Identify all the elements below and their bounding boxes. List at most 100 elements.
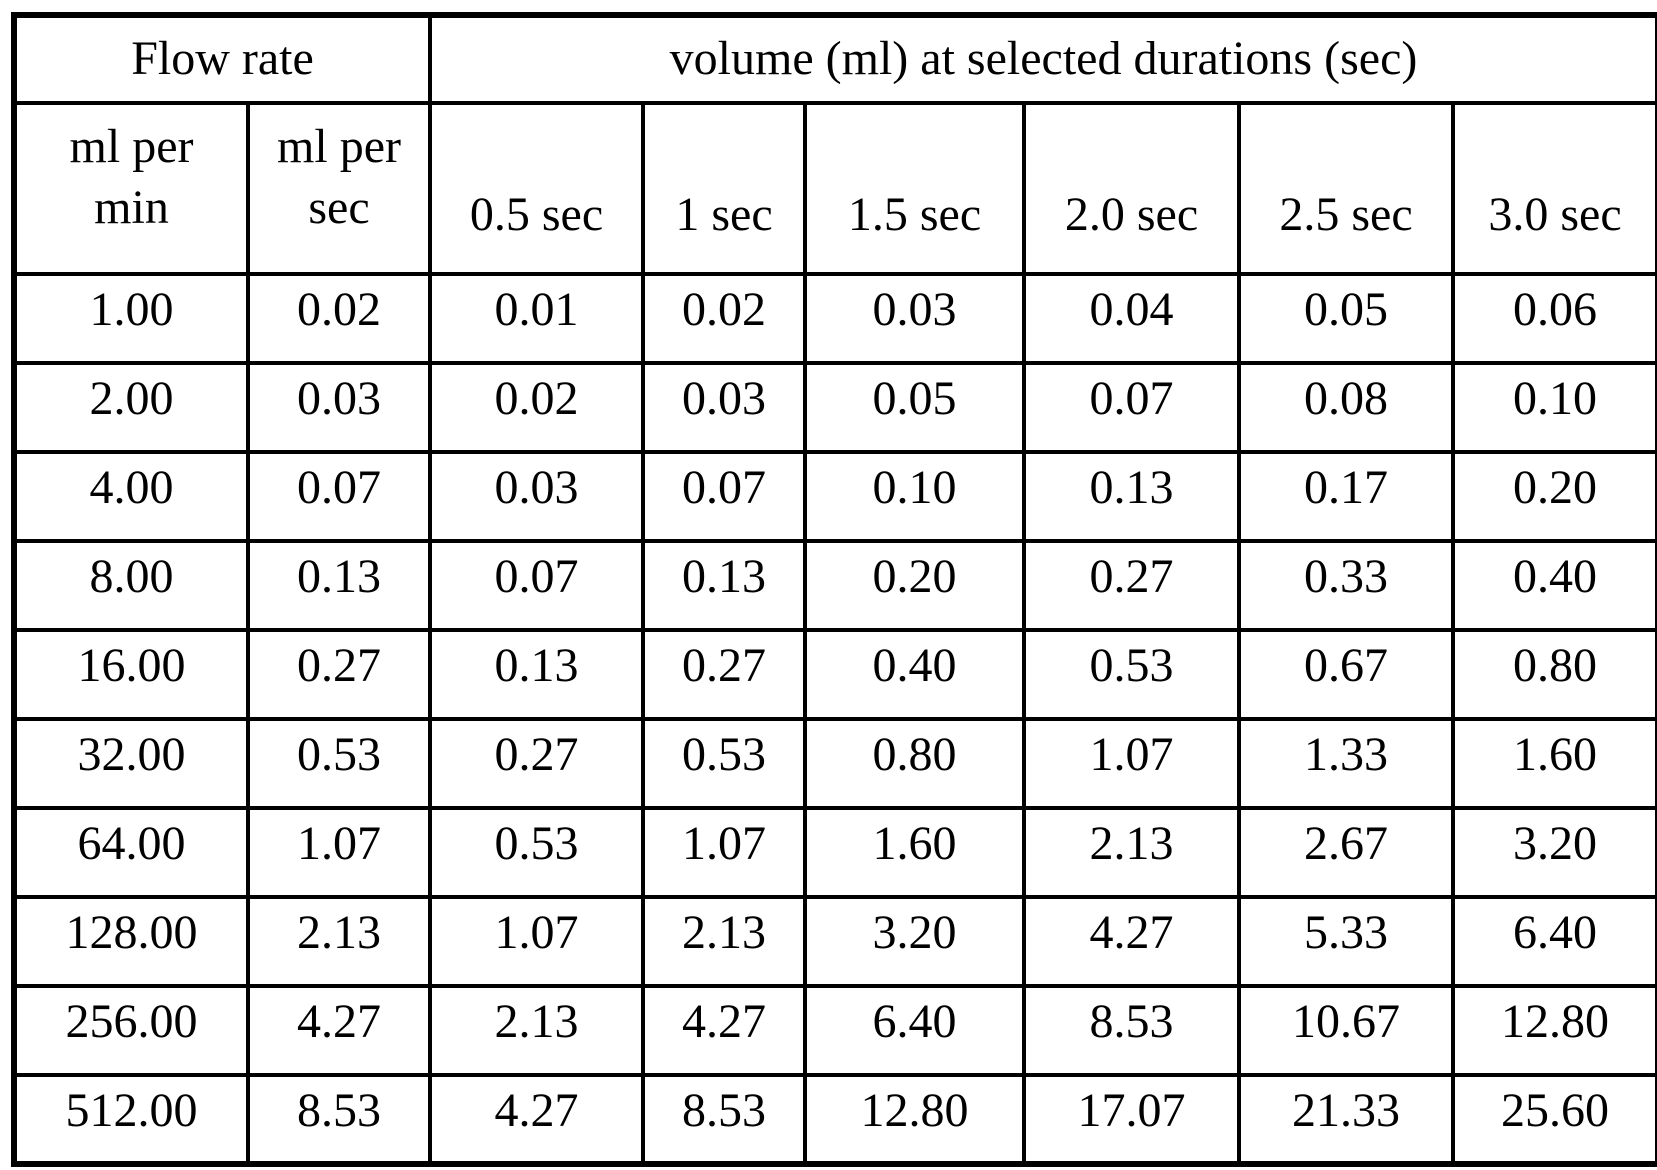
table-row: 256.00 4.27 2.13 4.27 6.40 8.53 10.67 12…: [12, 984, 1657, 1077]
subheader-row: ml per min ml per sec 0.5 sec 1 sec 1.5 …: [12, 101, 1657, 276]
cell-volume: 4.27: [1022, 895, 1241, 988]
cell-volume: 1.07: [641, 806, 807, 899]
cell-volume: 4.27: [428, 1073, 645, 1166]
cell-volume: 0.13: [428, 628, 645, 721]
cell-ml-per-sec: 8.53: [246, 1073, 432, 1166]
cell-ml-per-min: 128.00: [12, 895, 250, 988]
cell-volume: 2.67: [1237, 806, 1455, 899]
cell-volume: 0.03: [803, 272, 1026, 365]
ml-per-min-label: ml per min: [18, 107, 244, 265]
cell-volume: 0.53: [641, 717, 807, 810]
table-row: 16.00 0.27 0.13 0.27 0.40 0.53 0.67 0.80: [12, 628, 1657, 721]
cell-volume: 0.27: [428, 717, 645, 810]
table-row: 2.00 0.03 0.02 0.03 0.05 0.07 0.08 0.10: [12, 361, 1657, 454]
cell-ml-per-min: 256.00: [12, 984, 250, 1077]
table-row: 8.00 0.13 0.07 0.13 0.20 0.27 0.33 0.40: [12, 539, 1657, 632]
cell-volume: 0.05: [1237, 272, 1455, 365]
flow-rate-header: Flow rate: [12, 13, 432, 105]
table-row: 32.00 0.53 0.27 0.53 0.80 1.07 1.33 1.60: [12, 717, 1657, 810]
duration-header-2-5-sec: 2.5 sec: [1237, 101, 1455, 276]
flow-rate-volume-table: Flow rate volume (ml) at selected durati…: [11, 12, 1657, 1167]
cell-volume: 5.33: [1237, 895, 1455, 988]
cell-volume: 0.10: [803, 450, 1026, 543]
cell-volume: 6.40: [803, 984, 1026, 1077]
cell-ml-per-min: 32.00: [12, 717, 250, 810]
table-row: 64.00 1.07 0.53 1.07 1.60 2.13 2.67 3.20: [12, 806, 1657, 899]
cell-volume: 0.27: [1022, 539, 1241, 632]
volume-header: volume (ml) at selected durations (sec): [427, 13, 1657, 105]
cell-volume: 10.67: [1237, 984, 1455, 1077]
cell-ml-per-sec: 0.02: [246, 272, 432, 365]
cell-volume: 0.01: [428, 272, 645, 365]
cell-volume: 0.13: [641, 539, 807, 632]
cell-volume: 0.20: [1450, 450, 1657, 543]
cell-volume: 8.53: [641, 1073, 807, 1166]
cell-volume: 0.05: [803, 361, 1026, 454]
cell-volume: 3.20: [1450, 806, 1657, 899]
cell-volume: 1.07: [428, 895, 645, 988]
header-group-row: Flow rate volume (ml) at selected durati…: [12, 13, 1657, 105]
cell-volume: 0.53: [1022, 628, 1241, 721]
cell-volume: 2.13: [428, 984, 645, 1077]
cell-volume: 25.60: [1450, 1073, 1657, 1166]
cell-volume: 0.13: [1022, 450, 1241, 543]
cell-volume: 0.03: [428, 450, 645, 543]
cell-volume: 8.53: [1022, 984, 1241, 1077]
cell-ml-per-min: 512.00: [12, 1073, 250, 1166]
cell-ml-per-sec: 0.53: [246, 717, 432, 810]
cell-volume: 0.08: [1237, 361, 1455, 454]
subheader-ml-per-min: ml per min: [12, 101, 250, 276]
duration-header-1-5-sec: 1.5 sec: [803, 101, 1026, 276]
table-row: 128.00 2.13 1.07 2.13 3.20 4.27 5.33 6.4…: [12, 895, 1657, 988]
cell-ml-per-min: 64.00: [12, 806, 250, 899]
cell-ml-per-min: 4.00: [12, 450, 250, 543]
subheader-ml-per-sec: ml per sec: [246, 101, 432, 276]
cell-volume: 0.10: [1450, 361, 1657, 454]
cell-volume: 0.80: [1450, 628, 1657, 721]
cell-volume: 0.20: [803, 539, 1026, 632]
cell-volume: 0.02: [428, 361, 645, 454]
cell-volume: 0.07: [1022, 361, 1241, 454]
table-row: 1.00 0.02 0.01 0.02 0.03 0.04 0.05 0.06: [12, 272, 1657, 365]
cell-volume: 0.07: [641, 450, 807, 543]
cell-volume: 1.60: [803, 806, 1026, 899]
ml-per-sec-line1: ml per: [277, 120, 401, 173]
ml-per-min-line2: min: [94, 181, 169, 235]
cell-volume: 2.13: [641, 895, 807, 988]
ml-per-min-line1: ml per: [69, 120, 194, 173]
cell-volume: 0.80: [803, 717, 1026, 810]
cell-volume: 0.67: [1237, 628, 1455, 721]
cell-ml-per-min: 16.00: [12, 628, 250, 721]
duration-header-3-0-sec: 3.0 sec: [1450, 101, 1657, 276]
cell-volume: 0.07: [428, 539, 645, 632]
cell-ml-per-min: 1.00: [12, 272, 250, 365]
cell-volume: 0.03: [641, 361, 807, 454]
cell-volume: 0.06: [1450, 272, 1657, 365]
ml-per-sec-label: ml per sec: [252, 107, 426, 265]
cell-volume: 17.07: [1022, 1073, 1241, 1166]
cell-ml-per-sec: 2.13: [246, 895, 432, 988]
table-row: 512.00 8.53 4.27 8.53 12.80 17.07 21.33 …: [12, 1073, 1657, 1166]
cell-ml-per-sec: 4.27: [246, 984, 432, 1077]
cell-ml-per-sec: 0.13: [246, 539, 432, 632]
cell-volume: 3.20: [803, 895, 1026, 988]
cell-ml-per-sec: 0.07: [246, 450, 432, 543]
duration-header-0-5-sec: 0.5 sec: [428, 101, 645, 276]
cell-volume: 0.53: [428, 806, 645, 899]
cell-volume: 0.33: [1237, 539, 1455, 632]
cell-volume: 12.80: [803, 1073, 1026, 1166]
cell-volume: 21.33: [1237, 1073, 1455, 1166]
cell-volume: 1.60: [1450, 717, 1657, 810]
cell-volume: 0.40: [1450, 539, 1657, 632]
cell-volume: 2.13: [1022, 806, 1241, 899]
cell-ml-per-sec: 0.03: [246, 361, 432, 454]
duration-header-1-sec: 1 sec: [641, 101, 807, 276]
cell-volume: 1.33: [1237, 717, 1455, 810]
cell-volume: 6.40: [1450, 895, 1657, 988]
cell-ml-per-min: 8.00: [12, 539, 250, 632]
ml-per-sec-line2: sec: [308, 181, 370, 235]
cell-volume: 4.27: [641, 984, 807, 1077]
cell-volume: 0.04: [1022, 272, 1241, 365]
cell-volume: 0.17: [1237, 450, 1455, 543]
